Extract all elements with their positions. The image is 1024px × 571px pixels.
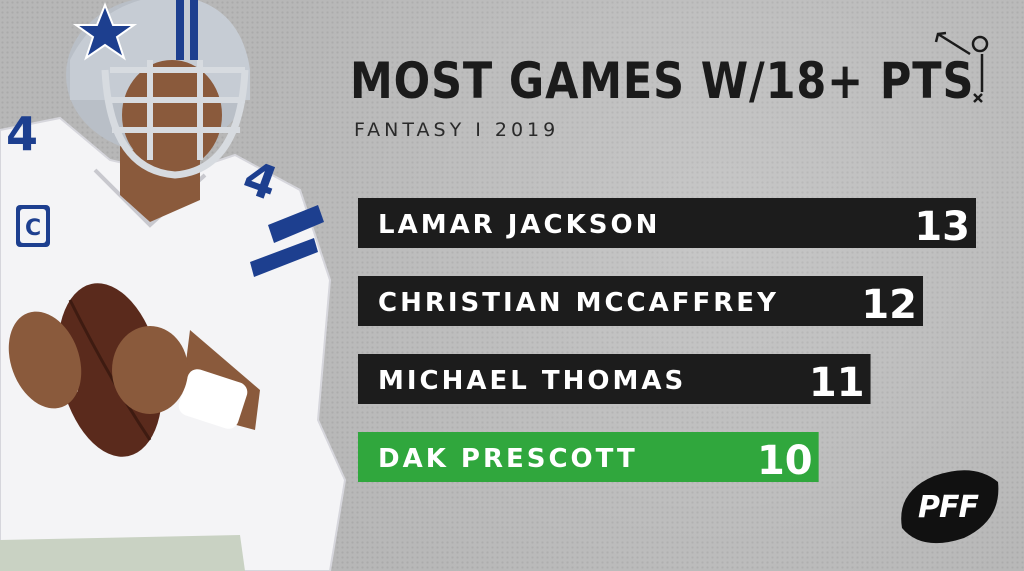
- pff-logo: PFF: [894, 468, 1002, 546]
- bar-group: DAK PRESCOTT 10: [358, 432, 819, 484]
- svg-text:C: C: [25, 216, 41, 241]
- bar-label: DAK PRESCOTT: [378, 444, 638, 474]
- play-diagram-icon: [934, 31, 989, 103]
- bar-group: LAMAR JACKSON 13: [358, 198, 976, 250]
- chart-subtitle: FANTASY I 2019: [354, 119, 560, 141]
- bar: [358, 276, 924, 326]
- dallas-quarterback-photo: 4 4 C: [0, 0, 347, 571]
- bar-value-label: 13: [914, 204, 970, 250]
- pff-wordmark: PFF: [918, 490, 979, 525]
- bar-value-label: 12: [861, 282, 917, 328]
- svg-text:4: 4: [6, 107, 38, 161]
- bar: [358, 432, 819, 482]
- bar-value-label: 11: [809, 360, 865, 406]
- bar: [358, 198, 976, 248]
- bar-label: LAMAR JACKSON: [378, 210, 660, 240]
- bar-group: CHRISTIAN MCCAFFREY 12: [358, 276, 924, 328]
- bar-label: MICHAEL THOMAS: [378, 366, 686, 396]
- bar-value-label: 10: [757, 438, 813, 484]
- chart-title: MOST GAMES W/18+ PTS: [350, 52, 975, 110]
- bar-label: CHRISTIAN MCCAFFREY: [378, 288, 779, 318]
- bar-group: MICHAEL THOMAS 11: [358, 354, 871, 406]
- bar: [358, 354, 871, 404]
